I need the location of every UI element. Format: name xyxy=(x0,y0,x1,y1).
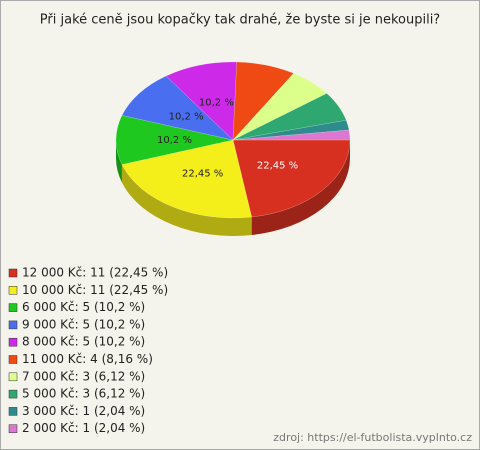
slice xyxy=(121,75,234,141)
legend-swatch xyxy=(8,268,18,278)
legend-swatch xyxy=(8,424,18,433)
slice xyxy=(232,119,350,141)
chart-title: Při jaké ceně jsou kopačky tak drahé, že… xyxy=(40,13,440,28)
legend-label: 12 000 Kč: 11 (22,45 %) xyxy=(22,266,168,280)
data-label: 22,45 % xyxy=(257,160,298,171)
slice xyxy=(115,115,234,165)
slice-side xyxy=(116,140,122,183)
legend-swatch xyxy=(8,389,18,399)
legend-label: 11 000 Kč: 4 (8,16 %) xyxy=(22,352,153,366)
legend-swatch xyxy=(8,355,18,364)
slice xyxy=(232,139,351,218)
legend-label: 5 000 Kč: 3 (6,12 %) xyxy=(22,387,145,401)
legend-label: 6 000 Kč: 5 (10,2 %) xyxy=(22,300,145,314)
legend-swatch xyxy=(8,337,18,347)
legend-swatch xyxy=(8,372,18,382)
legend-label: 3 000 Kč: 1 (2,04 %) xyxy=(22,404,145,418)
legend-label: 10 000 Kč: 11 (22,45 %) xyxy=(22,283,168,297)
legend-label: 8 000 Kč: 5 (10,2 %) xyxy=(22,335,145,349)
legend-label: 2 000 Kč: 1 (2,04 %) xyxy=(22,421,145,435)
source: zdroj: https://el-futbolista.vyplnto.cz xyxy=(273,431,472,444)
slice xyxy=(121,139,252,219)
slice xyxy=(232,61,295,141)
slice-side xyxy=(121,164,252,236)
legend-swatch xyxy=(8,407,18,416)
slice xyxy=(165,61,238,141)
legend-label: 9 000 Kč: 5 (10,2 %) xyxy=(22,317,145,331)
legend-swatch xyxy=(8,303,18,312)
data-label: 10,2 % xyxy=(169,112,204,123)
legend-swatch xyxy=(8,320,18,330)
data-label: 10,2 % xyxy=(199,98,234,109)
data-label: 22,45 % xyxy=(182,168,223,179)
slice xyxy=(232,129,351,141)
slice xyxy=(232,73,328,141)
data-label: 10,2 % xyxy=(157,135,192,146)
legend-swatch xyxy=(8,286,18,295)
slice xyxy=(232,93,347,141)
legend-label: 7 000 Kč: 3 (6,12 %) xyxy=(22,369,145,383)
slice-side xyxy=(251,140,350,236)
